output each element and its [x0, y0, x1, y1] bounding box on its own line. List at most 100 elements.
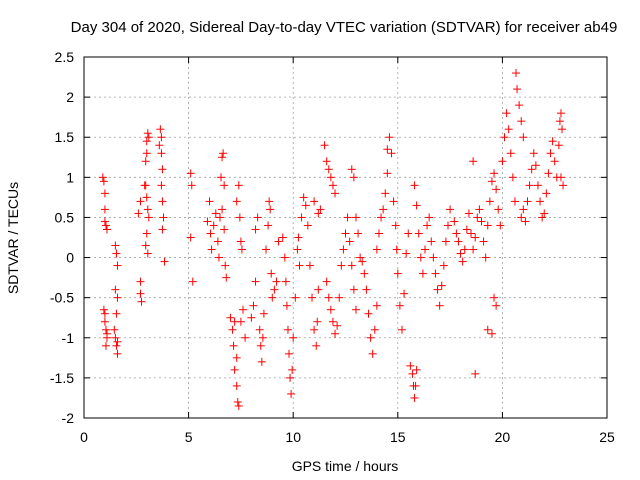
data-point: [517, 213, 526, 222]
data-point: [349, 173, 358, 182]
data-point: [159, 213, 168, 222]
data-point: [262, 245, 271, 254]
data-point: [103, 329, 112, 338]
data-points: [98, 69, 568, 410]
data-point: [464, 209, 473, 218]
data-point: [101, 341, 110, 350]
data-point: [113, 261, 122, 270]
data-point: [218, 205, 227, 214]
data-point: [267, 269, 276, 278]
data-point: [492, 301, 501, 310]
data-point: [354, 229, 363, 238]
x-tick-label: 5: [185, 429, 193, 445]
data-point: [335, 293, 344, 302]
data-point: [257, 357, 266, 366]
data-point: [158, 225, 167, 234]
data-point: [531, 161, 540, 170]
data-point: [110, 325, 119, 334]
data-point: [418, 269, 427, 278]
data-point: [232, 353, 241, 362]
data-point: [546, 149, 555, 158]
data-point: [431, 269, 440, 278]
data-point: [251, 277, 260, 286]
data-point: [400, 289, 409, 298]
data-point: [500, 133, 509, 142]
data-point: [103, 225, 112, 234]
data-point: [379, 205, 388, 214]
y-tick-label: 1.5: [55, 129, 75, 145]
data-point: [142, 229, 151, 238]
data-point: [226, 313, 235, 322]
data-point: [540, 209, 549, 218]
data-point: [237, 245, 246, 254]
data-point: [360, 269, 369, 278]
data-point: [281, 277, 290, 286]
data-point: [517, 117, 526, 126]
data-point: [144, 133, 153, 142]
data-point: [157, 181, 166, 190]
data-point: [548, 137, 557, 146]
data-point: [136, 197, 145, 206]
data-point: [510, 197, 519, 206]
data-point: [485, 197, 494, 206]
data-point: [155, 141, 164, 150]
data-point: [142, 149, 151, 158]
data-point: [234, 181, 243, 190]
data-point: [186, 169, 195, 178]
data-point: [345, 237, 354, 246]
data-point: [437, 281, 446, 290]
data-point: [410, 181, 419, 190]
data-point: [266, 205, 275, 214]
data-point: [251, 225, 260, 234]
data-point: [502, 109, 511, 118]
data-point: [305, 261, 314, 270]
data-point: [205, 197, 214, 206]
data-point: [554, 141, 563, 150]
data-point: [387, 149, 396, 158]
data-point: [100, 317, 109, 326]
data-point: [362, 285, 371, 294]
data-point: [506, 149, 515, 158]
data-point: [100, 189, 109, 198]
data-point: [111, 333, 120, 342]
data-point: [331, 189, 340, 198]
data-point: [511, 69, 520, 78]
data-point: [391, 221, 400, 230]
data-point: [322, 277, 331, 286]
data-point: [295, 261, 304, 270]
data-point: [347, 261, 356, 270]
data-point: [487, 329, 496, 338]
data-point: [349, 285, 358, 294]
y-tick-label: -2: [62, 410, 75, 426]
data-point: [481, 253, 490, 262]
data-point: [222, 273, 231, 282]
data-point: [187, 181, 196, 190]
data-point: [341, 229, 350, 238]
data-point: [519, 205, 528, 214]
data-point: [157, 149, 166, 158]
y-tick-label: 2.5: [55, 49, 75, 65]
data-point: [555, 117, 564, 126]
data-point: [477, 217, 486, 226]
data-point: [207, 245, 216, 254]
data-point: [313, 317, 322, 326]
data-point: [294, 233, 303, 242]
data-point: [217, 173, 226, 182]
data-point: [137, 297, 146, 306]
data-point: [469, 157, 478, 166]
x-tick-label: 25: [599, 429, 615, 445]
data-point: [527, 165, 536, 174]
data-point: [209, 221, 218, 230]
data-point: [241, 333, 250, 342]
data-point: [293, 245, 302, 254]
data-point: [427, 237, 436, 246]
data-point: [236, 237, 245, 246]
data-point: [414, 229, 423, 238]
data-point: [446, 205, 455, 214]
data-point: [423, 221, 432, 230]
data-point: [265, 197, 274, 206]
data-point: [111, 241, 120, 250]
data-point: [410, 393, 419, 402]
data-point: [460, 245, 469, 254]
data-point: [287, 389, 296, 398]
